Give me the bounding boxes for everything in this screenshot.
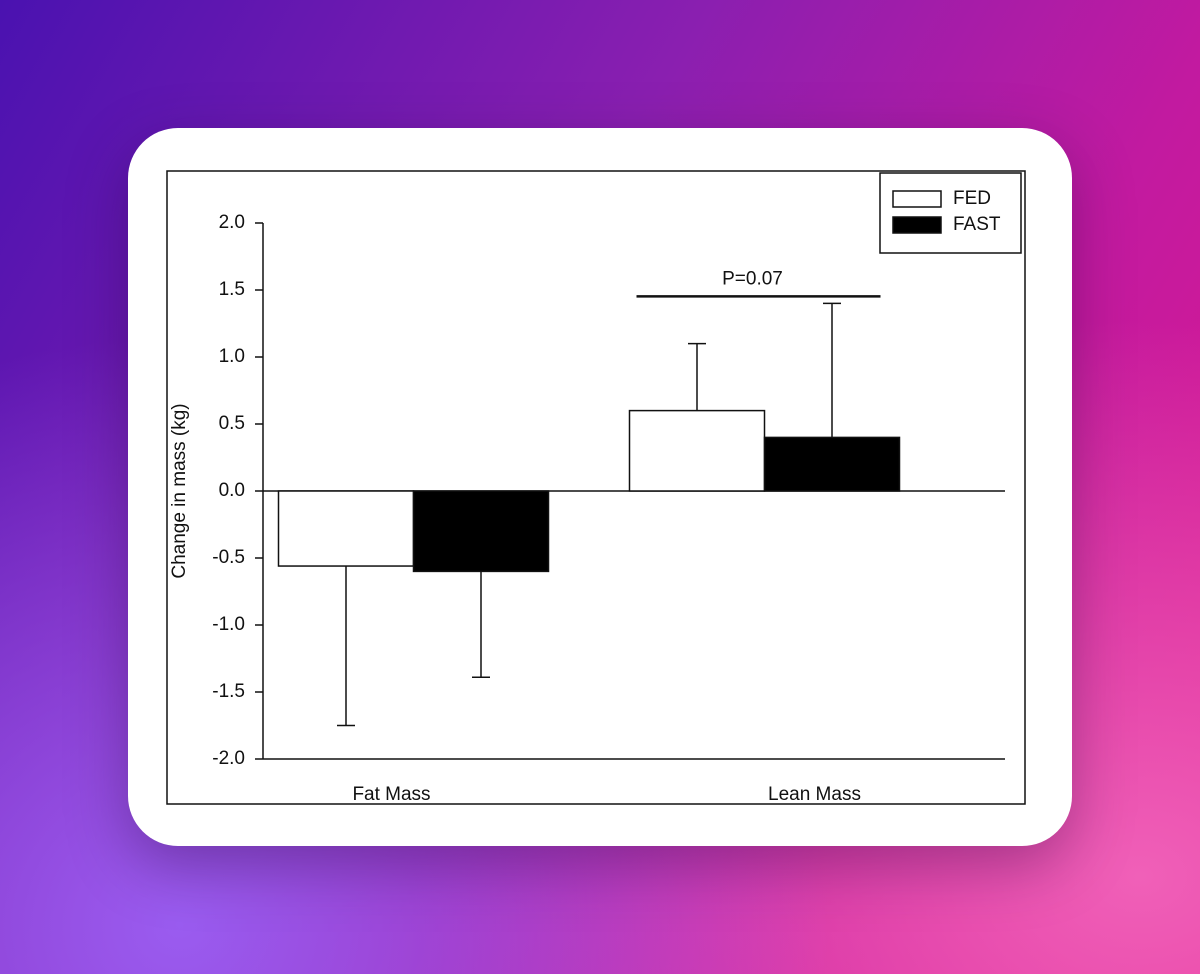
y-tick-label: -1.0 (212, 614, 245, 635)
y-tick-label: 1.0 (219, 346, 245, 367)
y-tick-label: -2.0 (212, 748, 245, 769)
y-tick-label: -1.5 (212, 681, 245, 702)
y-tick-label: 1.5 (219, 279, 245, 300)
legend-box (879, 172, 1022, 254)
y-tick-label: 2.0 (219, 212, 245, 233)
annotation: P=0.07 (722, 268, 783, 289)
x-tick-label: Fat Mass (352, 784, 430, 805)
legend-swatch (892, 216, 942, 234)
bar (412, 490, 550, 573)
bar (628, 409, 766, 492)
bar (277, 490, 415, 567)
legend-swatch (892, 190, 942, 208)
x-tick-label: Lean Mass (768, 784, 861, 805)
error-bar (823, 302, 841, 438)
error-bar (472, 571, 490, 679)
y-tick-label: 0.5 (219, 413, 245, 434)
y-tick-label: -0.5 (212, 547, 245, 568)
legend-label: FED (953, 188, 991, 209)
y-tick-label: 0.0 (219, 480, 245, 501)
error-bar (337, 566, 355, 727)
y-axis-label: Change in mass (kg) (169, 403, 190, 578)
legend-label: FAST (953, 214, 1001, 235)
error-bar (688, 342, 706, 411)
bar (763, 436, 901, 492)
